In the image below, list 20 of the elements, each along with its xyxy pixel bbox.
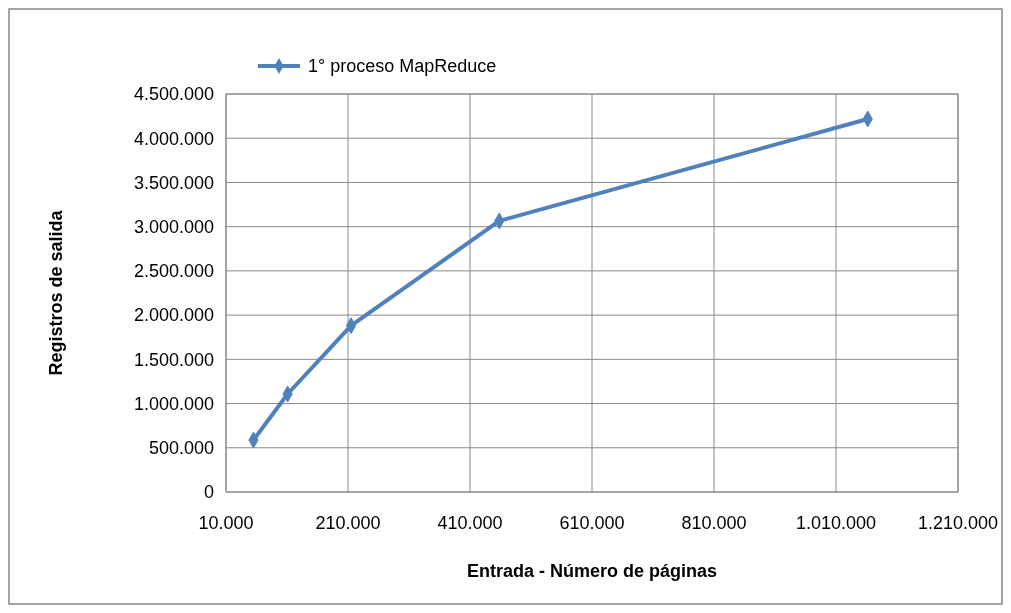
y-axis-title: Registros de salida <box>46 209 66 376</box>
y-tick-label: 0 <box>203 482 214 503</box>
x-tick-label: 1.210.000 <box>917 513 999 533</box>
x-tick-label: 10.000 <box>198 513 254 533</box>
y-tick-label: 500.000 <box>148 438 214 459</box>
x-axis-title: Entrada - Número de páginas <box>466 561 718 581</box>
y-tick-label: 3.500.000 <box>133 172 214 193</box>
y-tick-label: 4.500.000 <box>133 84 214 105</box>
x-tick-label: 610.000 <box>559 513 625 533</box>
y-tick-label: 2.000.000 <box>133 305 214 326</box>
x-tick-label: 1.010.000 <box>795 513 877 533</box>
x-tick-label: 210.000 <box>315 513 381 533</box>
y-tick-label: 3.000.000 <box>133 216 214 237</box>
y-tick-label: 1.000.000 <box>133 393 214 414</box>
y-tick-label: 4.000.000 <box>133 128 214 149</box>
x-tick-label: 810.000 <box>681 513 747 533</box>
y-tick-label: 2.500.000 <box>133 261 214 282</box>
y-tick-label: 1.500.000 <box>133 349 214 370</box>
x-tick-label: 410.000 <box>437 513 503 533</box>
legend-label: 1° proceso MapReduce <box>308 56 497 77</box>
